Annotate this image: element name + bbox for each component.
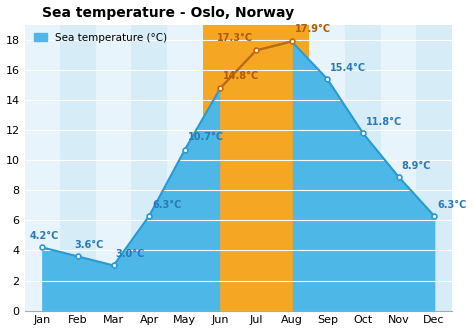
Bar (131, 25, 167, 310)
Bar (202, 25, 238, 310)
Bar (345, 25, 381, 310)
Text: 17.9°C: 17.9°C (294, 24, 331, 34)
Bar (238, 25, 274, 310)
Text: 6.3°C: 6.3°C (152, 200, 182, 210)
Bar (167, 25, 202, 310)
Bar (238, 25, 274, 310)
Bar (274, 25, 310, 310)
Text: 15.4°C: 15.4°C (330, 63, 366, 73)
Bar (381, 25, 416, 310)
Bar (25, 25, 60, 310)
Text: 14.8°C: 14.8°C (223, 71, 260, 80)
Text: 17.3°C: 17.3°C (217, 33, 253, 43)
Text: 11.8°C: 11.8°C (366, 117, 402, 127)
Text: 3.0°C: 3.0°C (115, 250, 145, 260)
Bar (96, 25, 131, 310)
Bar (60, 25, 96, 310)
Text: 10.7°C: 10.7°C (188, 132, 224, 142)
Bar (310, 25, 345, 310)
Bar (416, 25, 452, 310)
Legend: Sea temperature (°C): Sea temperature (°C) (34, 33, 167, 43)
Text: 4.2°C: 4.2°C (30, 231, 59, 241)
Text: Sea temperature - Oslo, Norway: Sea temperature - Oslo, Norway (42, 6, 294, 20)
Bar (202, 25, 238, 310)
Text: 8.9°C: 8.9°C (401, 161, 431, 171)
Text: 6.3°C: 6.3°C (437, 200, 466, 210)
Text: 3.6°C: 3.6°C (74, 240, 104, 251)
Bar (274, 25, 310, 310)
